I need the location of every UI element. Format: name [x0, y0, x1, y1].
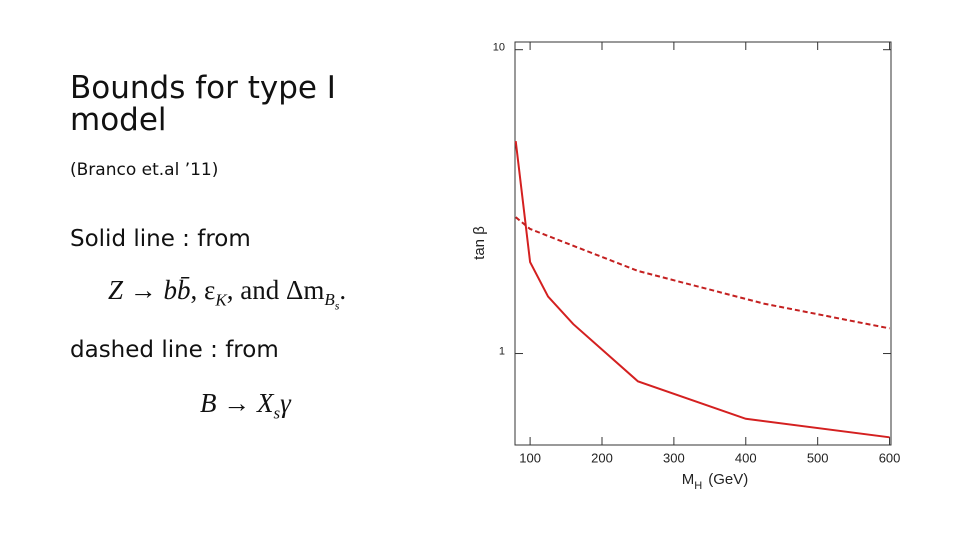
note: Solid line : from	[70, 226, 251, 252]
title-line: model	[70, 102, 167, 138]
formula-part: B → X	[200, 388, 274, 418]
series-line	[514, 141, 890, 439]
plot-frame	[514, 41, 892, 446]
x-tick-label: 100	[519, 450, 541, 465]
x-axis-label: MH (GeV)	[682, 471, 748, 492]
formula-part: γ	[280, 388, 291, 418]
x-label-part: (GeV)	[708, 471, 748, 488]
citation: (Branco et.al ’11)	[70, 160, 219, 180]
formula-part: , and Δm	[226, 275, 325, 305]
y-tick-label: 1	[499, 345, 505, 357]
x-tick-label: 200	[591, 450, 613, 465]
formula: B → Xsγ	[200, 388, 291, 423]
x-label-part: M	[682, 471, 695, 488]
x-tick-label: 600	[879, 450, 901, 465]
series-line	[515, 216, 890, 330]
y-tick-label: 10	[493, 42, 505, 54]
formula-part: b̄	[177, 275, 191, 305]
formula-part: Z → b	[108, 275, 178, 305]
x-label-part: H	[694, 480, 702, 492]
x-tick-label: 300	[663, 450, 685, 465]
title-line: Bounds for type I	[70, 70, 336, 106]
formula-part: s	[334, 298, 340, 313]
title: Bounds for type I model	[70, 72, 336, 136]
formula-part: .	[339, 275, 347, 305]
formula-part: B	[324, 290, 335, 310]
x-tick-label: 400	[735, 450, 757, 465]
note: dashed line : from	[70, 337, 279, 363]
x-tick-label: 500	[807, 450, 829, 465]
formula-part: , ε	[190, 275, 216, 305]
formula-part: K	[215, 290, 227, 310]
y-axis-label: tan β	[471, 226, 488, 260]
formula-part: s	[273, 403, 281, 423]
formula: Z → bb̄, εK, and ΔmBs.	[108, 275, 346, 314]
